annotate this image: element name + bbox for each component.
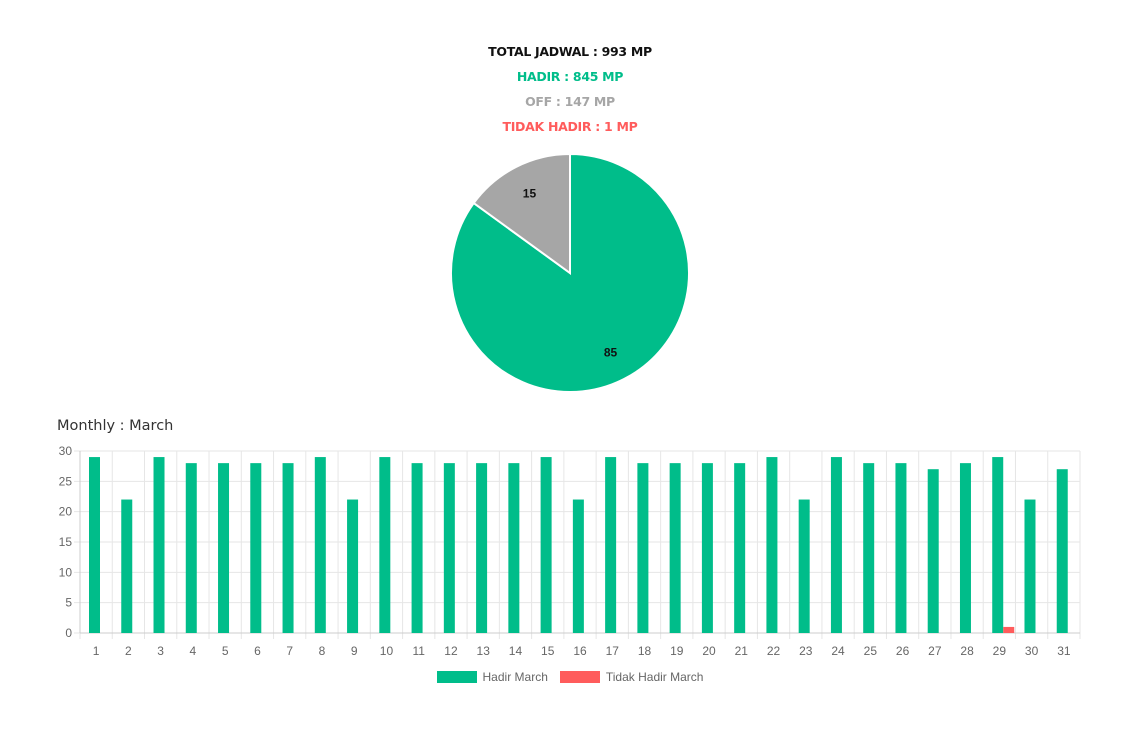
legend-item-hadir[interactable]: Hadir March (436, 670, 548, 684)
bar-chart-legend: Hadir March Tidak Hadir March (0, 670, 1140, 684)
bar-hadir-day-27[interactable] (927, 469, 939, 633)
x-tick-label: 16 (573, 644, 587, 658)
x-tick-label: 26 (896, 644, 910, 658)
bar-hadir-day-18[interactable] (637, 463, 649, 633)
x-tick-label: 1 (93, 644, 100, 658)
bar-hadir-day-6[interactable] (250, 463, 262, 633)
tidak-hadir-text: TIDAK HADIR : 1 MP (502, 119, 638, 134)
y-tick-label: 0 (65, 626, 72, 640)
x-tick-label: 23 (799, 644, 813, 658)
legend-swatch-tidak-hadir (559, 671, 600, 683)
bar-hadir-day-9[interactable] (347, 499, 359, 633)
pie-label-hadir: 85 (604, 346, 618, 360)
bar-tidak-hadir-day-29[interactable] (1003, 626, 1015, 633)
x-tick-label: 31 (1057, 644, 1071, 658)
x-tick-label: 7 (286, 644, 293, 658)
bar-hadir-day-5[interactable] (218, 463, 230, 633)
x-tick-label: 13 (477, 644, 491, 658)
y-tick-label: 10 (59, 565, 73, 579)
off-text: OFF : 147 MP (525, 94, 615, 109)
x-tick-label: 12 (444, 644, 458, 658)
bar-hadir-day-31[interactable] (1056, 469, 1068, 633)
x-tick-label: 29 (993, 644, 1007, 658)
bar-hadir-day-19[interactable] (669, 463, 681, 633)
x-tick-label: 19 (670, 644, 684, 658)
y-tick-label: 30 (59, 444, 73, 458)
x-tick-label: 25 (864, 644, 878, 658)
x-tick-label: 8 (319, 644, 326, 658)
monthly-chart-title: Monthly : March (57, 418, 174, 434)
bar-hadir-day-23[interactable] (798, 499, 810, 633)
bar-hadir-day-20[interactable] (701, 463, 713, 633)
bar-hadir-day-2[interactable] (121, 499, 133, 633)
x-tick-label: 22 (767, 644, 781, 658)
x-tick-label: 5 (222, 644, 229, 658)
bar-hadir-day-26[interactable] (895, 463, 907, 633)
bar-hadir-day-21[interactable] (734, 463, 746, 633)
bar-hadir-day-8[interactable] (314, 457, 326, 633)
x-tick-label: 4 (190, 644, 197, 658)
bar-hadir-day-25[interactable] (863, 463, 875, 633)
x-tick-label: 27 (928, 644, 942, 658)
y-tick-label: 5 (65, 596, 72, 610)
hadir-text: HADIR : 845 MP (516, 69, 624, 84)
x-tick-label: 9 (351, 644, 358, 658)
bar-hadir-day-28[interactable] (959, 463, 971, 633)
bar-hadir-day-24[interactable] (830, 457, 842, 633)
bar-hadir-day-29[interactable] (992, 457, 1004, 633)
x-tick-label: 21 (735, 644, 749, 658)
bar-hadir-day-10[interactable] (379, 457, 391, 633)
bar-hadir-day-15[interactable] (540, 457, 552, 633)
legend-label-tidak-hadir: Tidak Hadir March (605, 670, 704, 684)
x-tick-label: 6 (254, 644, 261, 658)
bar-hadir-day-13[interactable] (476, 463, 488, 633)
legend-label-hadir: Hadir March (482, 670, 548, 684)
total-jadwal-text: TOTAL JADWAL : 993 MP (488, 44, 652, 59)
bar-hadir-day-14[interactable] (508, 463, 520, 633)
legend-swatch-hadir (436, 671, 477, 683)
bar-hadir-day-4[interactable] (185, 463, 197, 633)
x-tick-label: 14 (509, 644, 523, 658)
attendance-pie-chart: 85 15 (450, 152, 690, 393)
y-tick-label: 15 (59, 535, 73, 549)
pie-label-off: 15 (523, 186, 537, 200)
x-tick-label: 17 (606, 644, 620, 658)
bar-hadir-day-16[interactable] (572, 499, 584, 633)
bar-hadir-day-11[interactable] (411, 463, 423, 633)
x-tick-label: 10 (380, 644, 394, 658)
bar-hadir-day-1[interactable] (89, 457, 100, 633)
x-tick-label: 28 (960, 644, 974, 658)
bar-hadir-day-12[interactable] (443, 463, 455, 633)
x-tick-label: 2 (125, 644, 132, 658)
x-tick-label: 18 (638, 644, 652, 658)
bar-hadir-day-30[interactable] (1024, 499, 1036, 633)
bar-hadir-day-22[interactable] (766, 457, 778, 633)
x-tick-label: 11 (412, 644, 425, 658)
x-tick-label: 24 (831, 644, 845, 658)
bar-hadir-day-3[interactable] (153, 457, 165, 633)
x-tick-label: 20 (702, 644, 716, 658)
pie-slice-off[interactable] (472, 152, 571, 275)
bar-hadir-day-17[interactable] (605, 457, 617, 633)
bar-hadir-day-7[interactable] (282, 463, 294, 633)
x-tick-label: 3 (157, 644, 164, 658)
legend-item-tidak-hadir[interactable]: Tidak Hadir March (559, 670, 704, 684)
y-tick-label: 25 (59, 474, 73, 488)
x-tick-label: 30 (1025, 644, 1039, 658)
x-tick-label: 15 (541, 644, 555, 658)
y-tick-label: 20 (59, 505, 73, 519)
